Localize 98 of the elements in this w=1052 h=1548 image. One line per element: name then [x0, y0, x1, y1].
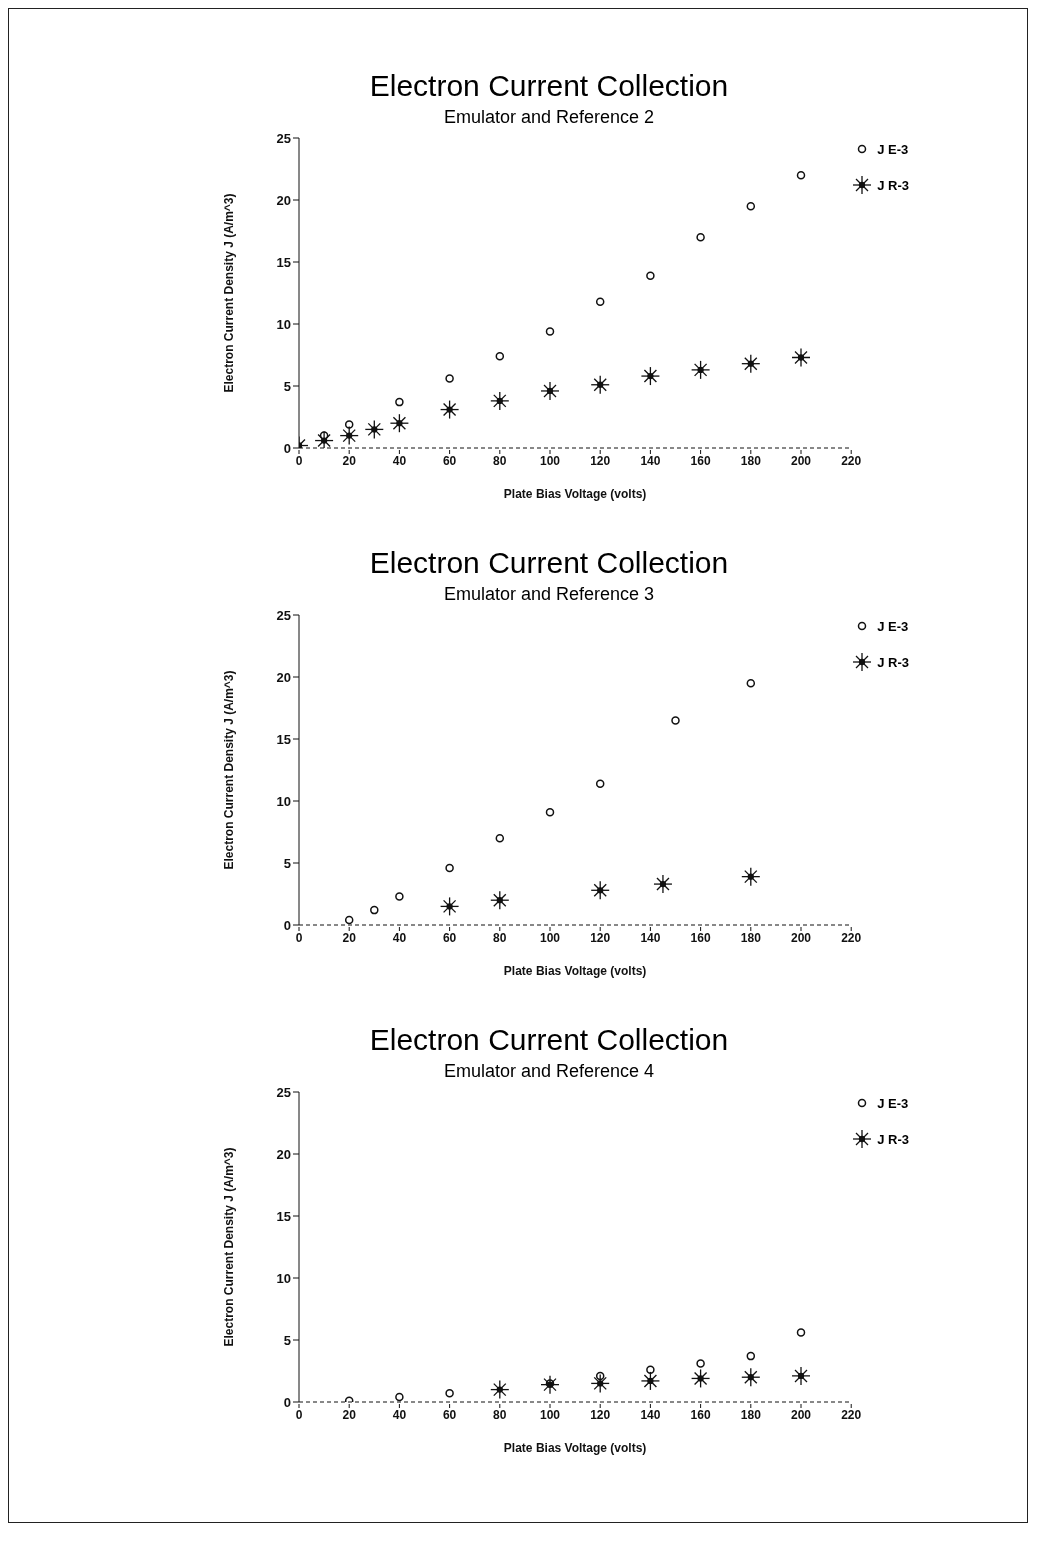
- y-tick-label: 25: [276, 130, 291, 146]
- y-tick-label: 25: [276, 1084, 291, 1100]
- point: [344, 420, 354, 429]
- x-tick-label: 100: [539, 453, 561, 468]
- point: [595, 297, 605, 306]
- y-tick-label: 20: [276, 669, 291, 685]
- y-tick-label: 10: [276, 1270, 291, 1286]
- x-tick-label: 220: [841, 930, 862, 945]
- x-tick-label: 100: [539, 1407, 561, 1422]
- chart-subtitle: Emulator and Reference 2: [442, 107, 656, 128]
- point: [796, 1328, 806, 1337]
- y-axis-title: Electron Current Density J (A/m^3): [222, 193, 237, 393]
- point: [746, 1351, 756, 1361]
- x-tick-label: 220: [841, 1407, 862, 1422]
- point: [495, 351, 505, 361]
- x-tick-label: 0: [295, 930, 303, 945]
- x-axis-title: Plate Bias Voltage (volts): [503, 964, 647, 978]
- x-tick-label: 180: [740, 930, 762, 945]
- y-tick-label: 15: [276, 254, 291, 270]
- x-tick-label: 0: [295, 453, 303, 468]
- x-tick-label: 40: [392, 453, 407, 468]
- x-tick-label: 160: [690, 930, 711, 945]
- x-tick-label: 0: [295, 1407, 303, 1422]
- x-axis-title: Plate Bias Voltage (volts): [503, 487, 647, 501]
- x-tick-label: 120: [590, 453, 611, 468]
- point: [646, 271, 655, 280]
- y-tick-label: 15: [276, 731, 291, 747]
- x-tick-label: 180: [740, 453, 762, 468]
- x-tick-label: 40: [392, 1407, 407, 1422]
- x-tick-label: 60: [442, 930, 457, 945]
- y-tick-label: 20: [276, 192, 291, 208]
- y-tick-label: 5: [283, 1332, 291, 1348]
- legend-label: J E-3: [877, 1095, 909, 1111]
- x-tick-label: 200: [790, 453, 812, 468]
- legend-label: J R-3: [877, 654, 909, 670]
- y-tick-label: 5: [283, 855, 291, 871]
- x-tick-label: 60: [442, 1407, 457, 1422]
- x-tick-label: 100: [539, 930, 561, 945]
- chart-subtitle: Emulator and Reference 3: [442, 584, 656, 605]
- chart-subtitle: Emulator and Reference 4: [442, 1061, 656, 1082]
- x-tick-label: 140: [640, 930, 661, 945]
- point: [395, 397, 404, 407]
- x-tick-label: 200: [790, 1407, 812, 1422]
- x-tick-label: 160: [690, 1407, 711, 1422]
- y-axis-title: Electron Current Density J (A/m^3): [222, 1147, 237, 1347]
- y-tick-label: 15: [276, 1208, 291, 1224]
- x-tick-label: 20: [342, 1407, 357, 1422]
- x-tick-label: 140: [640, 1407, 661, 1422]
- x-tick-label: 20: [342, 453, 357, 468]
- point: [395, 1392, 404, 1402]
- point: [495, 833, 505, 843]
- legend-label: J E-3: [877, 618, 909, 634]
- x-tick-label: 60: [442, 453, 457, 468]
- x-tick-label: 80: [493, 930, 507, 945]
- x-tick-label: 120: [590, 1407, 611, 1422]
- y-tick-label: 0: [283, 917, 291, 933]
- point: [646, 1365, 655, 1375]
- legend-label: J R-3: [877, 177, 909, 193]
- point: [445, 863, 454, 873]
- legend-label: J E-3: [877, 141, 909, 157]
- point: [696, 232, 705, 242]
- point: [796, 170, 806, 180]
- y-tick-label: 10: [276, 316, 291, 332]
- x-tick-label: 20: [342, 930, 357, 945]
- point: [671, 716, 680, 725]
- chart-title: Electron Current Collection: [368, 69, 730, 103]
- chart-title: Electron Current Collection: [368, 1023, 730, 1057]
- y-axis-title: Electron Current Density J (A/m^3): [222, 670, 237, 870]
- x-tick-label: 120: [590, 930, 611, 945]
- point: [545, 327, 555, 336]
- x-tick-label: 180: [740, 1407, 762, 1422]
- point: [746, 678, 756, 688]
- point: [595, 1371, 605, 1381]
- x-tick-label: 80: [493, 453, 507, 468]
- legend-label: J R-3: [877, 1131, 909, 1147]
- point: [696, 1359, 705, 1368]
- y-tick-label: 10: [276, 793, 291, 809]
- point: [595, 779, 605, 788]
- y-tick-label: 0: [283, 440, 291, 456]
- x-tick-label: 200: [790, 930, 812, 945]
- point: [545, 807, 555, 817]
- x-tick-label: 40: [392, 930, 407, 945]
- point: [445, 1389, 454, 1398]
- point: [746, 201, 756, 211]
- y-tick-label: 0: [283, 1394, 291, 1410]
- x-axis-title: Plate Bias Voltage (volts): [503, 1441, 647, 1455]
- point: [370, 905, 379, 915]
- y-tick-label: 25: [276, 607, 291, 623]
- y-tick-label: 20: [276, 1146, 291, 1162]
- point: [395, 892, 404, 901]
- x-tick-label: 220: [841, 453, 862, 468]
- x-tick-label: 140: [640, 453, 661, 468]
- chart-title: Electron Current Collection: [368, 546, 730, 580]
- point: [445, 374, 454, 383]
- x-tick-label: 80: [493, 1407, 507, 1422]
- x-tick-label: 160: [690, 453, 711, 468]
- y-tick-label: 5: [283, 378, 291, 394]
- point: [344, 915, 354, 925]
